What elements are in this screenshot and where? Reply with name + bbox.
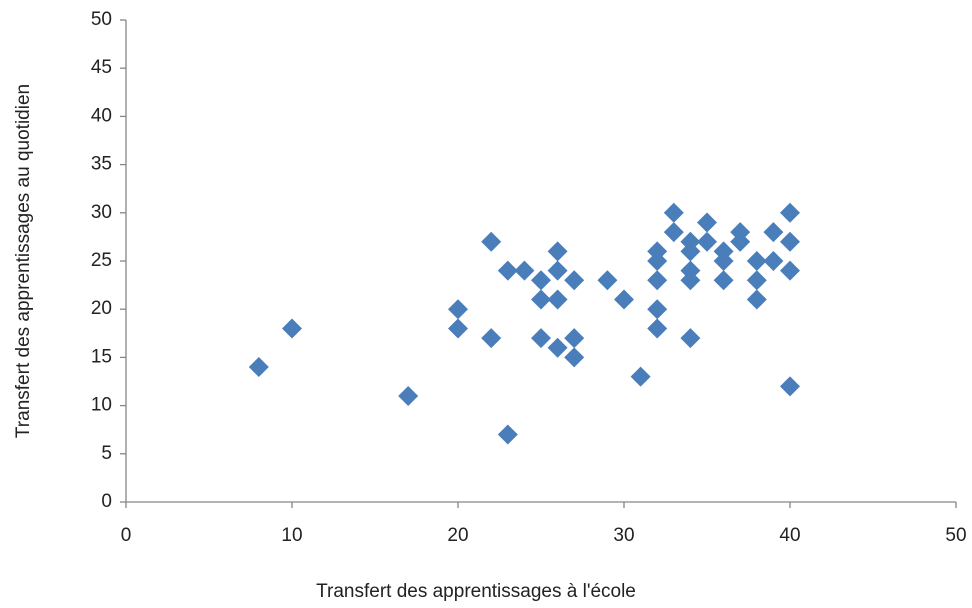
point xyxy=(697,212,717,233)
y-axis-title: Transfert des apprentissages au quotidie… xyxy=(13,84,34,438)
point xyxy=(497,424,518,445)
point xyxy=(647,270,668,291)
point xyxy=(564,270,585,291)
x-axis-title: Transfert des apprentissages à l'école xyxy=(316,581,636,602)
point xyxy=(780,202,800,223)
point xyxy=(763,251,784,271)
point xyxy=(481,231,502,252)
point xyxy=(248,357,269,378)
point xyxy=(514,260,535,281)
x-tick-label: 30 xyxy=(613,525,634,546)
point xyxy=(647,318,668,339)
point xyxy=(614,289,634,310)
point xyxy=(746,289,767,310)
y-tick-label: 20 xyxy=(91,298,112,319)
point xyxy=(398,385,419,406)
x-tick-label: 20 xyxy=(447,525,468,546)
y-tick-label: 50 xyxy=(91,9,112,30)
point xyxy=(763,222,784,243)
point xyxy=(647,251,668,271)
x-tick-label: 50 xyxy=(945,525,966,546)
point xyxy=(663,222,684,243)
y-tick-label: 5 xyxy=(101,443,112,464)
point xyxy=(448,299,468,320)
point xyxy=(730,231,751,252)
y-tick-label: 45 xyxy=(91,57,112,78)
point xyxy=(564,347,585,368)
y-tick-label: 0 xyxy=(101,491,112,512)
point xyxy=(547,260,568,281)
point xyxy=(697,231,717,252)
point xyxy=(481,328,502,349)
point xyxy=(630,366,651,387)
point xyxy=(680,270,701,291)
point xyxy=(713,270,734,291)
point xyxy=(531,328,551,349)
y-tick-label: 40 xyxy=(91,105,112,126)
point xyxy=(448,318,468,339)
point xyxy=(547,241,568,262)
point xyxy=(531,289,551,310)
point xyxy=(547,337,568,358)
x-tick-label: 40 xyxy=(779,525,800,546)
point xyxy=(680,241,701,262)
y-tick-label: 35 xyxy=(91,154,112,175)
point xyxy=(746,251,767,271)
point xyxy=(282,318,302,339)
point xyxy=(663,202,684,223)
y-tick-label: 15 xyxy=(91,346,112,367)
y-tick-label: 10 xyxy=(91,395,112,416)
point xyxy=(713,251,734,271)
point xyxy=(597,270,618,291)
y-tick-label: 25 xyxy=(91,250,112,271)
x-tick-label: 10 xyxy=(281,525,302,546)
point xyxy=(531,270,551,291)
point xyxy=(647,299,668,320)
point xyxy=(497,260,518,281)
y-tick-label: 30 xyxy=(91,202,112,223)
point xyxy=(680,328,701,349)
point xyxy=(780,260,800,281)
point xyxy=(746,270,767,291)
point xyxy=(780,376,800,397)
point xyxy=(564,328,585,349)
point xyxy=(547,289,568,310)
x-tick-label: 0 xyxy=(121,525,132,546)
point xyxy=(780,231,800,252)
